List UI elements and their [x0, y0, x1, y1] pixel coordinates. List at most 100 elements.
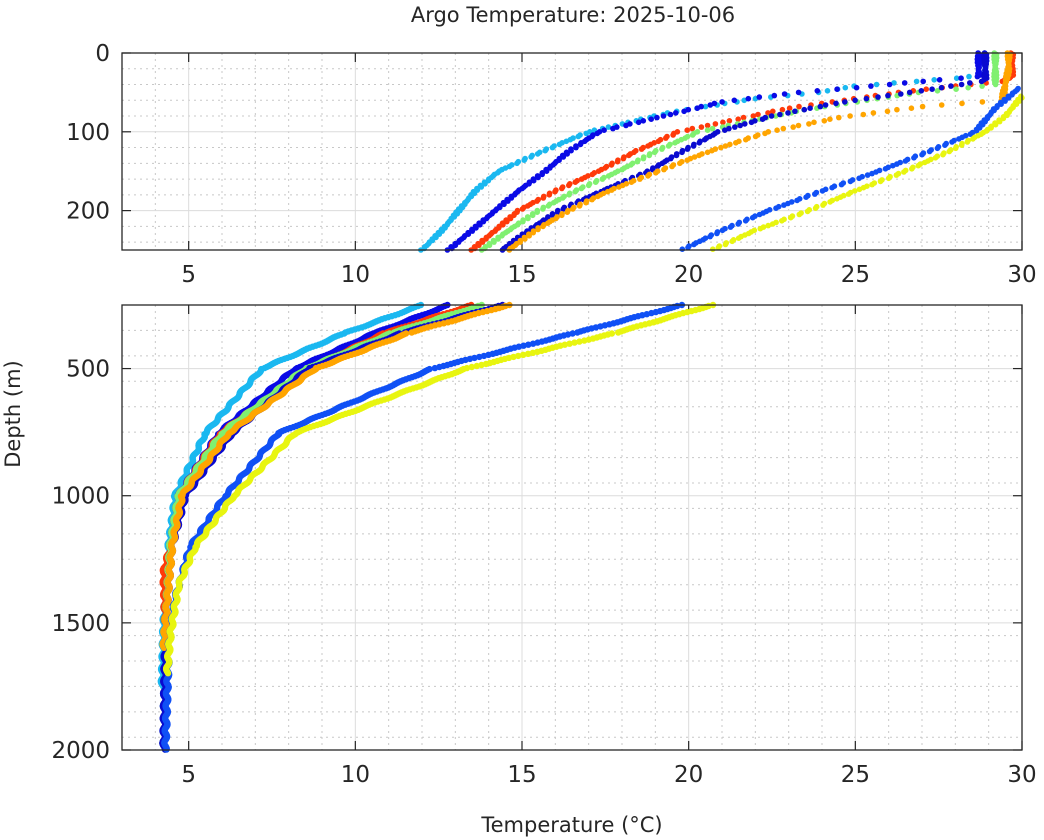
profile-point — [966, 73, 972, 80]
profile-point — [648, 116, 654, 122]
profile-point — [731, 97, 738, 104]
profile-point — [564, 209, 571, 215]
profile-point — [834, 86, 840, 92]
profile-point — [615, 329, 622, 336]
profile-point — [885, 175, 892, 182]
profile-point — [727, 141, 733, 148]
profile-point — [779, 106, 786, 113]
profile-point — [958, 81, 965, 88]
profile-point — [742, 121, 748, 127]
profile-point — [727, 224, 734, 230]
profile-point — [712, 121, 719, 127]
profile-point — [909, 166, 915, 172]
profile-point — [661, 166, 667, 173]
profile-point — [845, 191, 852, 197]
profile-point — [473, 362, 480, 370]
profile-point — [563, 138, 570, 145]
profile-point — [748, 119, 755, 126]
profile-point — [614, 158, 621, 165]
profile-point — [704, 127, 711, 133]
profile-point — [698, 124, 705, 130]
profile-point — [645, 173, 651, 179]
profile-point — [685, 244, 691, 251]
profile-point — [665, 143, 672, 149]
profile-point — [735, 235, 742, 241]
data-layer — [418, 50, 1025, 253]
profile-point — [852, 188, 858, 194]
profile-point — [774, 127, 780, 133]
profile-point — [576, 338, 583, 345]
profile-point — [594, 130, 601, 137]
x-tick-label: 15 — [507, 762, 536, 788]
profile-point — [821, 118, 828, 124]
profile-point — [742, 218, 749, 224]
profile-point — [992, 121, 999, 128]
profile-point — [566, 192, 572, 198]
profile-point — [660, 113, 667, 119]
profile-point — [919, 103, 926, 110]
profile-point — [792, 108, 798, 115]
profile-point — [710, 246, 716, 252]
profile-point — [970, 136, 976, 142]
profile-point — [577, 141, 584, 148]
profile-point — [752, 133, 759, 140]
profile-point — [733, 140, 739, 146]
profile-point — [891, 80, 897, 86]
profile-point — [834, 196, 840, 202]
profile-point — [431, 364, 439, 372]
profile-point — [599, 176, 606, 182]
profile-point — [926, 148, 933, 155]
profile-point — [956, 136, 962, 142]
profile-point — [953, 86, 959, 92]
profile-point — [749, 214, 756, 221]
profile-point — [902, 158, 909, 164]
profile-point — [795, 89, 802, 96]
profile-point — [719, 99, 725, 105]
profile-point — [894, 106, 900, 113]
profile-point — [669, 163, 675, 170]
profile-point — [860, 111, 867, 118]
profile-point — [726, 118, 733, 124]
profile-point — [974, 73, 981, 80]
profile-point — [722, 241, 729, 248]
profile-point — [923, 86, 929, 92]
y-tick-label: 1500 — [51, 611, 110, 637]
profile-point — [571, 339, 578, 346]
profile-point — [526, 233, 532, 239]
profile-point — [918, 88, 925, 94]
profile-point — [936, 77, 943, 83]
profile-point — [838, 181, 845, 188]
profile-point — [520, 351, 527, 358]
profile-point — [589, 171, 596, 178]
profile-point — [559, 212, 565, 219]
profile-point — [901, 80, 908, 86]
profile-point — [540, 223, 546, 230]
profile-point — [638, 146, 645, 152]
profile-point — [913, 78, 920, 85]
profile-point — [852, 97, 858, 104]
profile-point — [869, 170, 875, 177]
profile-point — [535, 174, 541, 181]
profile-point — [581, 337, 588, 344]
profile-point — [869, 181, 875, 188]
profile-point — [901, 169, 907, 175]
series-profile-7 — [679, 85, 1021, 252]
profile-point — [898, 91, 904, 97]
profile-point — [684, 127, 690, 133]
series-profile-2 — [444, 50, 983, 253]
profile-point — [707, 233, 713, 240]
profile-point — [959, 100, 965, 107]
profile-point — [546, 192, 553, 198]
profile-point — [732, 124, 738, 130]
y-axis-label: Depth (m) — [1, 360, 25, 467]
profile-point — [786, 105, 793, 111]
profile-point — [520, 218, 526, 225]
profile-point — [958, 75, 964, 81]
profile-point — [704, 149, 711, 156]
profile-point — [833, 100, 839, 107]
profile-point — [685, 106, 692, 113]
profile-point — [654, 163, 661, 170]
profile-point — [773, 205, 779, 211]
profile-point — [806, 121, 812, 127]
axes-panel-1: 5 10 15 20 25 30 0 100 200 — [66, 41, 1037, 288]
